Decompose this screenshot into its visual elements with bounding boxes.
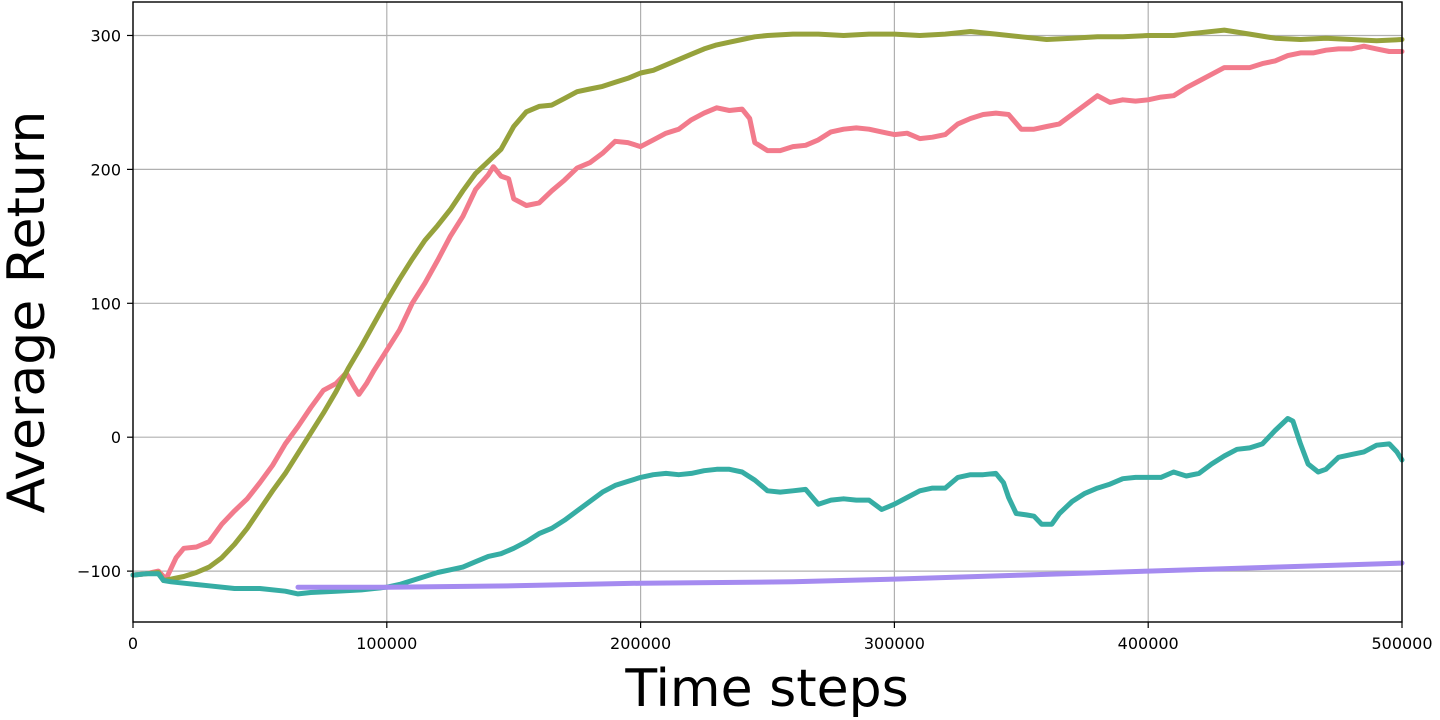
y-tick-label: 200 <box>90 160 121 179</box>
x-tick-label: 400000 <box>1118 634 1179 653</box>
x-tick-label: 0 <box>128 634 138 653</box>
y-axis-ticks: −100 0 100 200 300 <box>77 26 133 581</box>
x-tick-label: 500000 <box>1371 634 1432 653</box>
y-axis-title: Average Return <box>0 111 57 514</box>
series-line-3 <box>130 416 1405 597</box>
y-tick-label: 100 <box>90 294 121 313</box>
series-line-4 <box>295 560 1405 590</box>
series-layer <box>130 27 1405 597</box>
grid <box>132 2 1403 622</box>
series-line-2 <box>130 27 1405 583</box>
y-tick-label: 300 <box>90 26 121 45</box>
series-line-1 <box>130 43 1405 582</box>
plot-frame <box>132 1 1403 623</box>
x-axis-ticks: 0 100000 200000 300000 400000 500000 <box>128 622 1433 653</box>
y-tick-label: 0 <box>111 428 121 447</box>
x-axis-title: Time steps <box>624 659 908 719</box>
x-tick-label: 300000 <box>864 634 925 653</box>
x-tick-label: 200000 <box>610 634 671 653</box>
y-tick-label: −100 <box>77 562 121 581</box>
x-tick-label: 100000 <box>356 634 417 653</box>
